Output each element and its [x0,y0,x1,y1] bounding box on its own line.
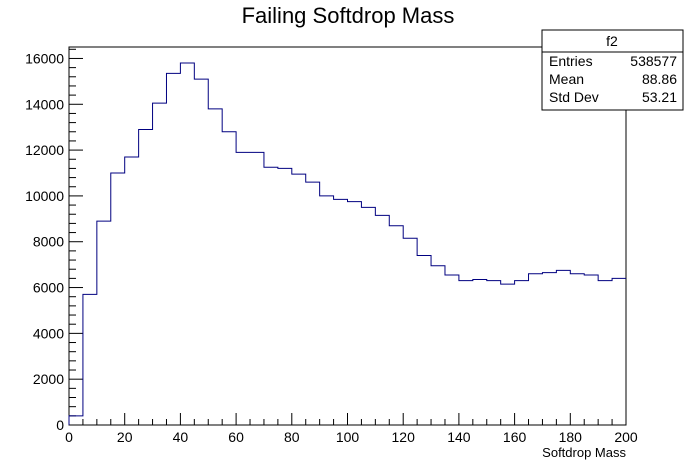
x-tick-label: 120 [392,429,416,445]
x-tick-label: 0 [65,429,73,445]
stats-entries-value: 538577 [630,53,677,69]
y-tick-label: 16000 [25,50,64,66]
x-tick-label: 40 [173,429,189,445]
stats-box-title: f2 [606,33,618,49]
x-tick-label: 160 [503,429,527,445]
stats-mean-label: Mean [549,71,584,87]
y-tick-label: 10000 [25,188,64,204]
stats-stddev-label: Std Dev [549,89,599,105]
x-axis: 0 20 40 60 80 100 120 140 160 180 200 [65,413,638,445]
x-tick-label: 140 [447,429,471,445]
y-tick-label: 8000 [33,234,64,250]
x-tick-label: 100 [336,429,360,445]
stats-stddev-value: 53.21 [642,89,677,105]
y-tick-label: 14000 [25,96,64,112]
x-tick-label: 80 [284,429,300,445]
stats-box-frame [541,29,684,111]
y-tick-label: 12000 [25,142,64,158]
y-axis: 0 2000 4000 6000 8000 10000 12000 14000 16000 [25,48,83,433]
x-axis-label: Softdrop Mass [542,445,626,460]
stats-entries-label: Entries [549,53,593,69]
y-tick-label: 2000 [33,371,64,387]
stats-mean-value: 88.86 [642,71,677,87]
x-tick-label: 60 [228,429,244,445]
x-tick-label: 180 [559,429,583,445]
stats-box: f2 Entries 538577 Mean 88.86 Std Dev 53.… [541,29,684,111]
x-tick-label: 200 [614,429,638,445]
y-tick-label: 4000 [33,325,64,341]
y-tick-label: 6000 [33,280,64,296]
chart-title: Failing Softdrop Mass [242,3,455,28]
x-tick-label: 20 [117,429,133,445]
histogram-line [68,62,626,425]
y-tick-label: 0 [56,417,64,433]
